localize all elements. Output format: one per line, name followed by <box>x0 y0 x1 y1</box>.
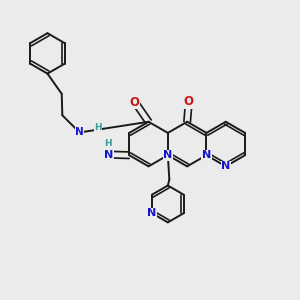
Text: N: N <box>221 161 230 171</box>
Text: N: N <box>202 150 211 160</box>
Text: O: O <box>184 95 194 108</box>
Text: N: N <box>75 128 84 137</box>
Text: O: O <box>130 96 140 109</box>
Text: N: N <box>104 150 114 160</box>
Text: H: H <box>94 123 102 132</box>
Text: N: N <box>163 150 172 160</box>
Text: H: H <box>104 139 111 148</box>
Text: N: N <box>147 208 157 218</box>
